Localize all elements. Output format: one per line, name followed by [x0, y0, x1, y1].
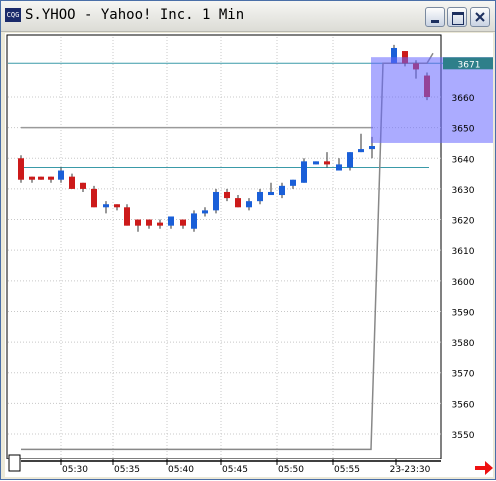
time-tick-label: 05:35: [114, 465, 140, 475]
candle-body[interactable]: [191, 213, 197, 229]
price-tick-label: 3610: [452, 247, 475, 257]
time-tick-label: 05:45: [222, 465, 248, 475]
candle-body[interactable]: [103, 204, 109, 208]
candle-body[interactable]: [18, 158, 24, 180]
selection-highlight[interactable]: [371, 57, 493, 143]
candle-body[interactable]: [313, 161, 319, 165]
candle-body[interactable]: [180, 219, 186, 226]
candle-body[interactable]: [301, 161, 307, 183]
time-axis: [5, 459, 493, 477]
price-tick-label: 3600: [452, 278, 475, 288]
scroll-right-arrow-icon[interactable]: [475, 461, 493, 475]
candle-body[interactable]: [324, 161, 330, 165]
current-price-label: 3671: [458, 60, 481, 70]
minimize-icon: [431, 20, 439, 23]
candle-body[interactable]: [135, 219, 141, 226]
candle-body[interactable]: [235, 198, 241, 208]
candle-body[interactable]: [224, 191, 230, 199]
candle-body[interactable]: [48, 176, 54, 180]
minimize-button[interactable]: [425, 7, 445, 27]
price-tick-label: 3650: [452, 125, 475, 135]
price-tick-label: 3570: [452, 370, 475, 380]
time-tick-label: 05:40: [168, 465, 194, 475]
candle-body[interactable]: [347, 152, 353, 168]
time-tick-label: 05:30: [62, 465, 88, 475]
candle-body[interactable]: [29, 176, 35, 180]
candle-body[interactable]: [391, 47, 397, 64]
time-tick-label: 05:50: [278, 465, 304, 475]
close-button[interactable]: [470, 7, 490, 27]
candle-body[interactable]: [268, 191, 274, 196]
candle-body[interactable]: [124, 207, 130, 226]
candle-body[interactable]: [358, 149, 364, 153]
candle-body[interactable]: [157, 222, 163, 226]
candle-body[interactable]: [114, 204, 120, 208]
candle-body[interactable]: [369, 146, 375, 150]
candle-body[interactable]: [257, 191, 263, 202]
price-tick-label: 3620: [452, 217, 475, 227]
price-chart[interactable]: 3660 3650 3640 3630 3620 3610 3600 3590 3580 3570…: [5, 33, 493, 477]
chart-canvas[interactable]: 3660 3650 3640 3630 3620 3610 3600 3590 3580 3570…: [5, 33, 493, 477]
candle-body[interactable]: [213, 191, 219, 211]
candle-body[interactable]: [38, 176, 44, 180]
price-tick-label: 3560: [452, 400, 475, 410]
chart-app-icon[interactable]: CQG: [5, 8, 21, 22]
time-tick-label: 05:55: [334, 465, 360, 475]
price-tick-label: 3630: [452, 186, 475, 196]
candle-body[interactable]: [168, 216, 174, 226]
maximize-button[interactable]: [447, 7, 467, 27]
price-tick-label: 3590: [452, 308, 475, 318]
price-tick-label: 3550: [452, 431, 475, 441]
scroll-handle[interactable]: [8, 454, 21, 472]
price-tick-label: 3640: [452, 155, 475, 165]
title-bar[interactable]: CQG S.YHOO - Yahoo! Inc. 1 Min: [1, 1, 495, 32]
candle-body[interactable]: [279, 185, 285, 196]
candle-body[interactable]: [246, 201, 252, 208]
maximize-icon: [452, 12, 464, 25]
candle-body[interactable]: [91, 188, 97, 208]
current-price-box: [443, 57, 493, 70]
candle-body[interactable]: [336, 164, 342, 171]
price-tick-label: 3660: [452, 94, 475, 104]
candle-body[interactable]: [80, 182, 86, 189]
candle-body[interactable]: [58, 170, 64, 180]
candle-body[interactable]: [202, 210, 208, 214]
candle-body[interactable]: [290, 179, 296, 186]
time-tick-label: 23-23:30: [390, 465, 431, 475]
window-title: S.YHOO - Yahoo! Inc. 1 Min: [25, 7, 245, 23]
close-icon: [475, 12, 485, 22]
candle-body[interactable]: [146, 219, 152, 226]
price-tick-label: 3580: [452, 339, 475, 349]
candle-body[interactable]: [69, 176, 75, 189]
